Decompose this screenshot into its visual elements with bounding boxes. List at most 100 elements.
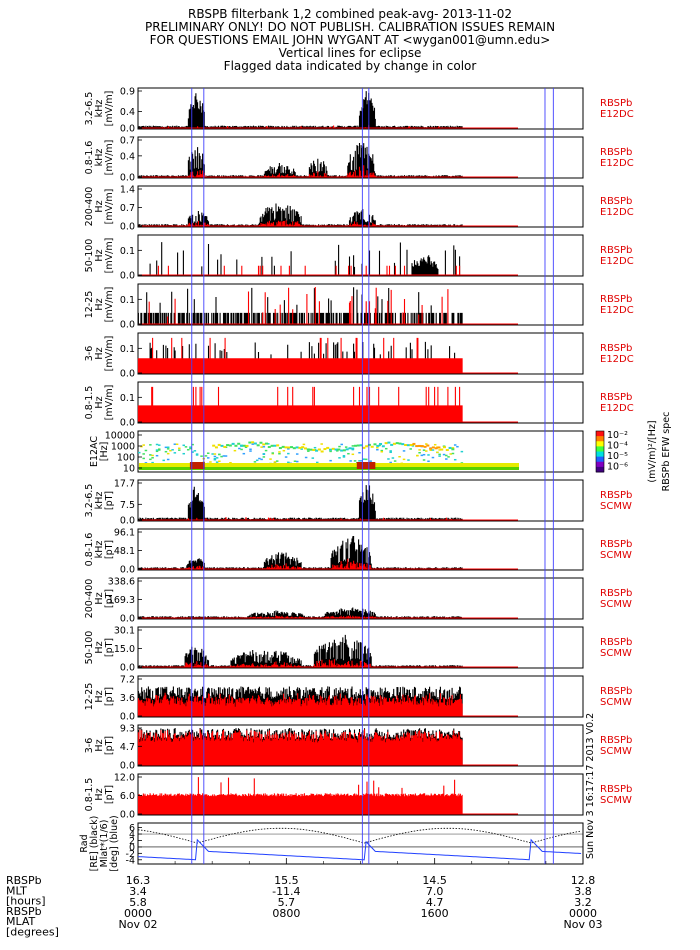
spectrogram-emission <box>340 449 344 452</box>
spectrogram-speck <box>418 449 421 451</box>
spectrogram-emission <box>265 442 269 445</box>
spectrogram-speck <box>336 450 339 452</box>
spectrogram-speck <box>244 446 248 449</box>
spectrogram-speck <box>438 453 441 456</box>
spectrogram-speck <box>284 456 288 458</box>
ytick-label: 96.1 <box>114 528 135 539</box>
spectrogram-speck <box>313 446 317 449</box>
ylabel-group: 3.2-6.5 kHz [pT] <box>84 484 115 518</box>
spectrogram-speck <box>351 445 355 447</box>
panel-tag: RBSPb <box>600 147 632 158</box>
xtick-label: 5.7 <box>278 896 296 909</box>
panel-tag: E12DC <box>600 403 634 414</box>
colorbar-segment <box>596 456 604 463</box>
spectrogram-emission <box>220 444 224 447</box>
colorbar-tick: 10⁻⁴ <box>607 441 628 452</box>
ylabel-line: [mV/m] <box>104 336 115 372</box>
spectrogram-low-band <box>139 463 519 468</box>
spectrogram-speck <box>438 455 441 457</box>
series-flagged-red <box>137 386 463 422</box>
colorbar-label-title: RBSPb EFW spec <box>661 412 672 492</box>
spectrogram-emission <box>359 444 363 447</box>
ylabel-group: E12AC [Hz] <box>89 436 110 467</box>
panel-tag: RBSPb <box>600 637 632 648</box>
spectrogram-speck <box>422 459 426 461</box>
ylabel-line: Hz <box>94 739 105 751</box>
spectrogram-speck <box>142 444 145 446</box>
spectrogram-emission <box>323 448 327 451</box>
spectrogram-speck <box>380 451 384 453</box>
spectrogram-speck <box>166 446 170 449</box>
title-line-5: Flagged data indicated by change in colo… <box>223 59 477 73</box>
spectrogram-speck <box>220 455 223 458</box>
spectrogram-speck <box>353 460 357 462</box>
ytick-label: 3.6 <box>120 693 135 704</box>
ytick-label: 7.5 <box>120 500 135 511</box>
spectrogram-hot-band <box>356 462 376 469</box>
panel-tag: RBSPb <box>600 490 632 501</box>
spectrogram-speck <box>431 456 435 459</box>
spectrogram-emission <box>281 445 285 448</box>
spectrogram-emission <box>212 444 216 447</box>
ylabel-line: 0.8-1.5 <box>84 778 95 812</box>
ylabel-line: kHz <box>94 100 105 118</box>
spectrogram-emission <box>440 448 444 451</box>
ytick-label: 1.4 <box>120 185 135 196</box>
ytick-label: 7.2 <box>120 675 135 686</box>
spectrogram-speck <box>191 443 194 446</box>
ytick-label: 17.7 <box>114 479 135 490</box>
ylabel-line: Hz <box>94 249 105 261</box>
spectrogram-speck <box>349 460 352 462</box>
xtick-label: Nov 03 <box>564 918 603 931</box>
ylabel-line: 3.2-6.5 <box>84 92 95 126</box>
ytick-label: 0.0 <box>120 320 135 331</box>
spectrogram-emission <box>331 447 335 450</box>
spectrogram-speck <box>453 458 457 461</box>
spectrogram-speck <box>262 453 266 455</box>
ylabel-line: 50-100 <box>84 239 95 273</box>
panel-tag: SCMW <box>600 697 632 708</box>
ylabel-line: 12-25 <box>84 291 95 319</box>
xaxis-row-label: MLAT <box>6 915 36 928</box>
spectrogram-speck <box>398 455 401 458</box>
ytick-label: 6 <box>129 823 135 834</box>
ytick-label: 0.4 <box>120 107 135 118</box>
spectrogram-speck <box>269 458 272 460</box>
spectrogram-speck <box>155 450 159 453</box>
spectrogram-speck <box>149 444 152 446</box>
xtick-label: 0000 <box>569 907 597 920</box>
spectrogram-speck <box>387 458 390 460</box>
spectrogram-speck <box>262 456 266 458</box>
ytick-label: 0.1 <box>120 344 135 355</box>
panel-tag: SCMW <box>600 648 632 659</box>
xtick-label: 0800 <box>272 907 300 920</box>
colorbar-tick: 10⁻⁵ <box>607 451 628 462</box>
panel-tag: SCMW <box>600 501 632 512</box>
spectrogram-emission <box>320 450 324 453</box>
ylabel-line: Hz <box>94 347 105 359</box>
ylabel-line: [mV/m] <box>104 238 115 274</box>
ylabel-group: 50-100 Hz [pT] <box>84 631 115 665</box>
spectrogram-emission <box>231 442 235 445</box>
ylabel-line: kHz <box>94 541 105 559</box>
xaxis-row-label: RBSPb <box>6 874 42 887</box>
spectrogram-speck <box>391 457 395 459</box>
spectrogram-emission <box>245 444 249 447</box>
spectrogram-speck <box>155 454 159 457</box>
title-line-4: Vertical lines for eclipse <box>278 46 422 60</box>
spectrogram-speck <box>295 453 299 455</box>
series-flagged-red <box>157 265 461 275</box>
spectrogram-emission <box>451 448 455 451</box>
ylabel-line: [pT] <box>104 687 115 706</box>
spectrogram-speck <box>240 448 243 451</box>
ytick-label: 0.0 <box>120 565 135 576</box>
spectrogram-speck <box>278 452 281 455</box>
ylabel-group: 0.8-1.5 Hz [mV/m] <box>84 385 115 421</box>
